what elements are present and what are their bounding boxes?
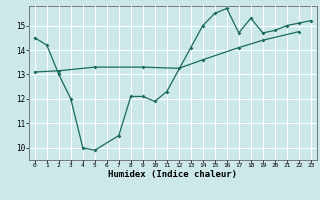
X-axis label: Humidex (Indice chaleur): Humidex (Indice chaleur) (108, 170, 237, 179)
